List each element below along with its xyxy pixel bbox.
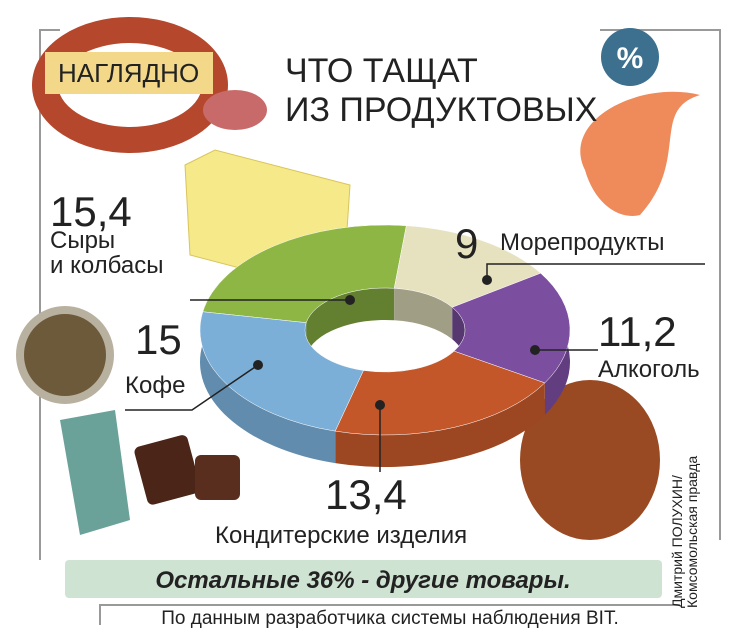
ring-tops xyxy=(199,224,571,436)
leader-dot xyxy=(345,295,355,305)
segment-inner-side xyxy=(394,288,453,340)
title: ЧТО ТАЩАТ ИЗ ПРОДУКТОВЫХ xyxy=(285,52,598,130)
candy-wrapper xyxy=(60,410,130,535)
illustrations xyxy=(16,17,700,540)
percent-badge xyxy=(601,28,659,86)
segment xyxy=(451,272,571,384)
leader-dot xyxy=(253,360,263,370)
leader-dot xyxy=(530,345,540,355)
value-label: 9 xyxy=(455,220,479,267)
value-label: 11,2 xyxy=(598,308,677,355)
chocolate xyxy=(195,455,240,500)
segment-side xyxy=(335,382,545,468)
value-label: 13,4 xyxy=(325,471,407,518)
note: Остальные 36% - другие товары. xyxy=(155,567,570,594)
frame-line xyxy=(99,604,680,625)
segment xyxy=(199,311,364,432)
source: По данным разработчика системы наблюдени… xyxy=(161,608,618,629)
category-label: Кондитерские изделия xyxy=(215,522,468,549)
value-label: 15 xyxy=(135,316,182,363)
segment-inner-side xyxy=(306,288,395,355)
segment xyxy=(393,225,542,308)
segment xyxy=(334,350,546,436)
sausage-slice xyxy=(203,90,267,130)
category-label: Морепродукты xyxy=(500,229,665,256)
value-label: 15,4 xyxy=(50,188,132,235)
coffee-jar xyxy=(16,306,114,404)
leader-dot xyxy=(375,400,385,410)
segment xyxy=(202,224,407,323)
category-label: Кофе xyxy=(125,372,186,399)
leader-line xyxy=(125,364,259,411)
chocolate xyxy=(134,435,201,505)
leader-dot xyxy=(482,275,492,285)
leader-line xyxy=(486,263,705,280)
bottle xyxy=(520,380,660,540)
badge: НАГЛЯДНО xyxy=(58,58,199,88)
segment-side xyxy=(199,311,336,464)
leaders xyxy=(125,263,705,472)
badge-box xyxy=(45,52,213,94)
category-label: Сыры и колбасы xyxy=(50,227,164,280)
credit: Дмитрий ПОЛУХИН/ Комсомольская правда xyxy=(669,455,700,608)
category-label: Алкоголь xyxy=(598,356,700,383)
shrimp xyxy=(580,91,700,216)
note-box xyxy=(65,560,662,598)
percent-symbol: % xyxy=(617,42,644,75)
